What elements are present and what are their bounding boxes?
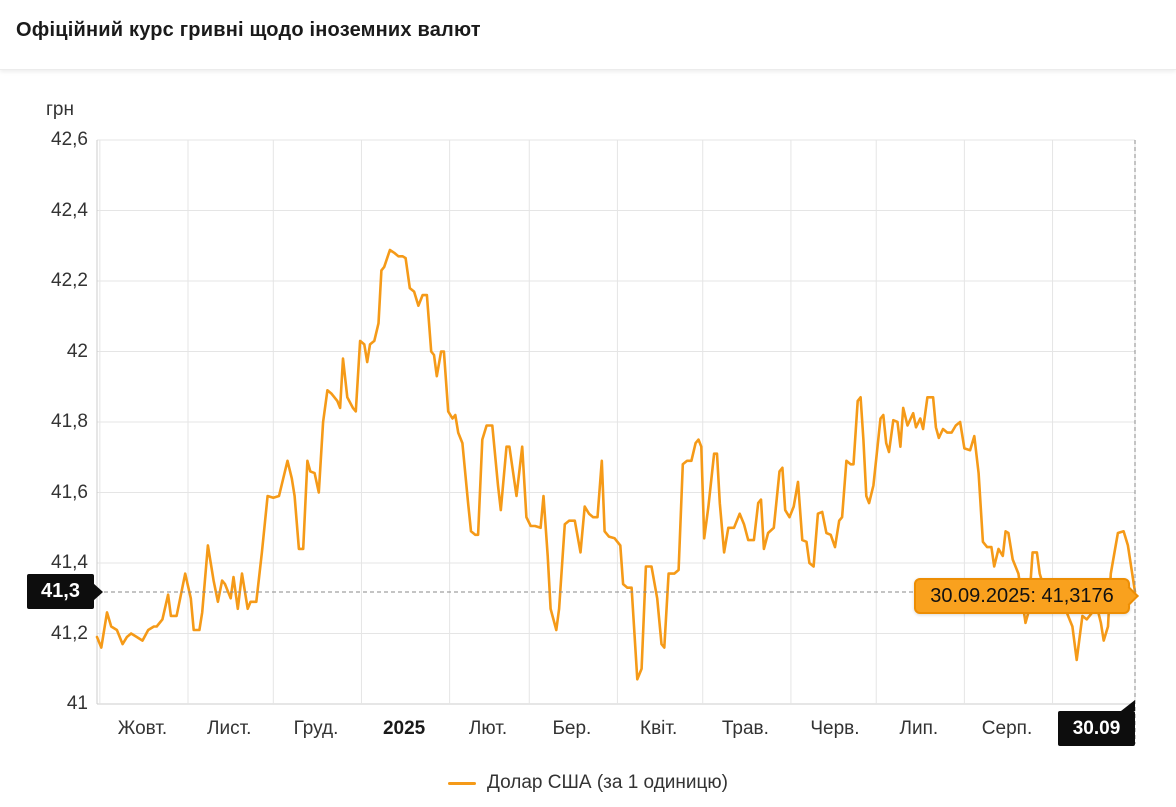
page-header: Офіційний курс гривні щодо іноземних вал… bbox=[0, 0, 1176, 70]
x-tick-label: 2025 bbox=[382, 718, 426, 739]
y-tick-label: 42,4 bbox=[51, 199, 88, 221]
x-tick-label: Черв. bbox=[810, 718, 860, 739]
x-tick-label: Лют. bbox=[468, 718, 508, 739]
y-tick-label: 41,6 bbox=[51, 481, 88, 503]
x-tick-label: Трав. bbox=[721, 718, 769, 739]
exchange-rate-chart[interactable]: грн 42,6 42,4 42,2 42 41,8 41,6 41,4 41,2 41 Жов… bbox=[0, 70, 1176, 807]
y-tick-label: 41,2 bbox=[51, 622, 88, 644]
y-tick-label: 41 bbox=[66, 693, 88, 714]
chart-legend[interactable]: Долар США (за 1 одиницю) bbox=[0, 770, 1176, 796]
tooltip-text: 30.09.2025: 41,3176 bbox=[930, 584, 1114, 607]
chart-tooltip: 30.09.2025: 41,3176 bbox=[914, 578, 1139, 614]
crosshair-date-badge: 30.09 bbox=[1058, 700, 1135, 746]
chart-canvas[interactable] bbox=[0, 70, 1176, 807]
legend-series-label: Долар США (за 1 одиницю) bbox=[487, 772, 728, 793]
usd-rate-line bbox=[95, 248, 1137, 681]
legend-line-marker-icon bbox=[448, 781, 477, 785]
x-tick-label: Груд. bbox=[293, 718, 339, 739]
y-tick-label: 42,6 bbox=[51, 129, 88, 150]
x-tick-label: Квіт. bbox=[640, 718, 678, 739]
x-tick-label: Серп. bbox=[981, 718, 1033, 739]
x-tick-label: Жовт. bbox=[117, 718, 168, 739]
y-tick-label: 42,2 bbox=[51, 270, 88, 291]
y-tick-label: 41,8 bbox=[51, 411, 88, 432]
x-tick-label: Лист. bbox=[207, 718, 252, 739]
page-title: Офіційний курс гривні щодо іноземних вал… bbox=[16, 19, 481, 41]
y-tick-label: 41,4 bbox=[51, 552, 88, 573]
x-tick-label: Лип. bbox=[899, 718, 939, 739]
y-tick-label: 42 bbox=[66, 340, 88, 362]
x-tick-label: Бер. bbox=[552, 718, 592, 739]
crosshair-value-badge: 41,3 bbox=[27, 574, 103, 609]
y-axis-unit-label: грн bbox=[46, 99, 74, 120]
